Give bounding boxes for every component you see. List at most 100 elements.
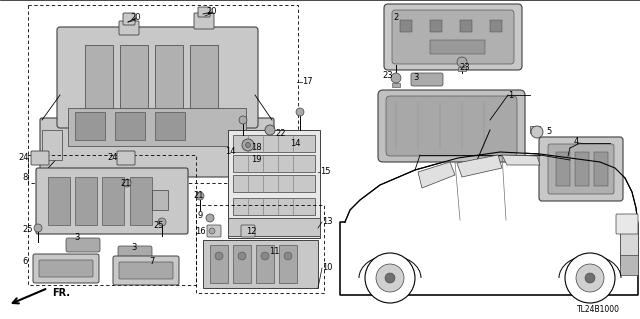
Circle shape <box>531 126 543 138</box>
Polygon shape <box>457 155 502 177</box>
Bar <box>28 5 298 183</box>
Circle shape <box>261 252 269 260</box>
Text: FR.: FR. <box>52 288 70 298</box>
FancyBboxPatch shape <box>66 238 100 252</box>
FancyBboxPatch shape <box>194 13 214 29</box>
Bar <box>130 177 152 225</box>
Bar <box>155 112 185 140</box>
FancyBboxPatch shape <box>411 73 443 86</box>
Bar <box>155 45 183 117</box>
Text: 23: 23 <box>459 63 470 72</box>
FancyBboxPatch shape <box>539 137 623 201</box>
Text: 25: 25 <box>153 220 163 229</box>
Circle shape <box>265 125 275 135</box>
Circle shape <box>585 273 595 283</box>
Circle shape <box>296 108 304 116</box>
Circle shape <box>457 57 467 67</box>
FancyBboxPatch shape <box>386 96 517 156</box>
Bar <box>120 45 148 117</box>
Bar <box>267 128 273 132</box>
Circle shape <box>576 264 604 292</box>
Bar <box>152 190 168 210</box>
Bar <box>233 155 315 172</box>
Text: 11: 11 <box>269 248 280 256</box>
Bar <box>68 108 246 146</box>
FancyBboxPatch shape <box>198 7 210 17</box>
Text: 3: 3 <box>74 234 79 242</box>
Bar <box>620 255 638 275</box>
Text: 6: 6 <box>22 257 28 266</box>
FancyBboxPatch shape <box>119 262 173 279</box>
Bar <box>210 245 228 283</box>
Bar <box>460 20 472 32</box>
Bar <box>48 177 70 225</box>
Text: 22: 22 <box>275 130 285 138</box>
Circle shape <box>365 253 415 303</box>
Text: 18: 18 <box>251 144 262 152</box>
Bar <box>75 112 105 140</box>
Circle shape <box>158 218 166 226</box>
Text: 24: 24 <box>107 152 118 161</box>
Bar <box>430 20 442 32</box>
Text: TL24B1000: TL24B1000 <box>577 306 620 315</box>
FancyBboxPatch shape <box>31 151 49 165</box>
Bar <box>42 130 62 160</box>
Text: 12: 12 <box>246 227 257 236</box>
Bar <box>233 198 315 215</box>
Bar <box>115 112 145 140</box>
Circle shape <box>238 252 246 260</box>
Bar <box>620 225 638 265</box>
Bar <box>490 20 502 32</box>
FancyBboxPatch shape <box>57 27 258 128</box>
FancyBboxPatch shape <box>118 246 152 260</box>
Text: 21: 21 <box>120 179 131 188</box>
Text: 8: 8 <box>22 174 28 182</box>
Text: 16: 16 <box>195 227 205 236</box>
FancyBboxPatch shape <box>33 254 99 283</box>
Bar <box>28 155 196 285</box>
Bar <box>233 175 315 192</box>
Bar <box>556 152 570 186</box>
Bar <box>233 135 315 152</box>
Polygon shape <box>418 162 455 188</box>
FancyBboxPatch shape <box>378 90 525 162</box>
Circle shape <box>215 252 223 260</box>
Text: 21: 21 <box>193 191 204 201</box>
Circle shape <box>209 228 215 234</box>
FancyBboxPatch shape <box>616 214 638 234</box>
Circle shape <box>196 192 204 200</box>
FancyBboxPatch shape <box>40 118 274 177</box>
Bar <box>203 240 318 288</box>
Bar <box>228 218 320 236</box>
Bar <box>392 83 400 87</box>
Text: 20: 20 <box>207 8 217 17</box>
Bar <box>400 20 412 32</box>
Bar <box>233 245 251 283</box>
Polygon shape <box>502 155 540 165</box>
Text: 9: 9 <box>198 211 204 220</box>
Circle shape <box>123 179 131 187</box>
FancyBboxPatch shape <box>384 4 522 70</box>
Bar <box>102 177 124 225</box>
Text: 25: 25 <box>22 226 33 234</box>
Circle shape <box>206 214 214 222</box>
Text: 4: 4 <box>574 137 579 146</box>
Text: 7: 7 <box>149 257 154 266</box>
Text: 23: 23 <box>382 70 392 79</box>
Bar <box>252 130 272 160</box>
Circle shape <box>242 139 254 151</box>
FancyBboxPatch shape <box>392 10 514 64</box>
Text: 19: 19 <box>251 155 262 165</box>
FancyBboxPatch shape <box>36 168 188 234</box>
Bar <box>458 67 466 71</box>
Circle shape <box>391 73 401 83</box>
Polygon shape <box>340 152 638 295</box>
FancyBboxPatch shape <box>119 21 139 35</box>
FancyBboxPatch shape <box>207 225 221 237</box>
Bar <box>279 245 297 283</box>
Bar <box>228 130 320 238</box>
Text: 14: 14 <box>290 139 301 149</box>
Text: 3: 3 <box>413 73 419 83</box>
Text: 13: 13 <box>322 218 333 226</box>
Text: 15: 15 <box>320 167 330 176</box>
